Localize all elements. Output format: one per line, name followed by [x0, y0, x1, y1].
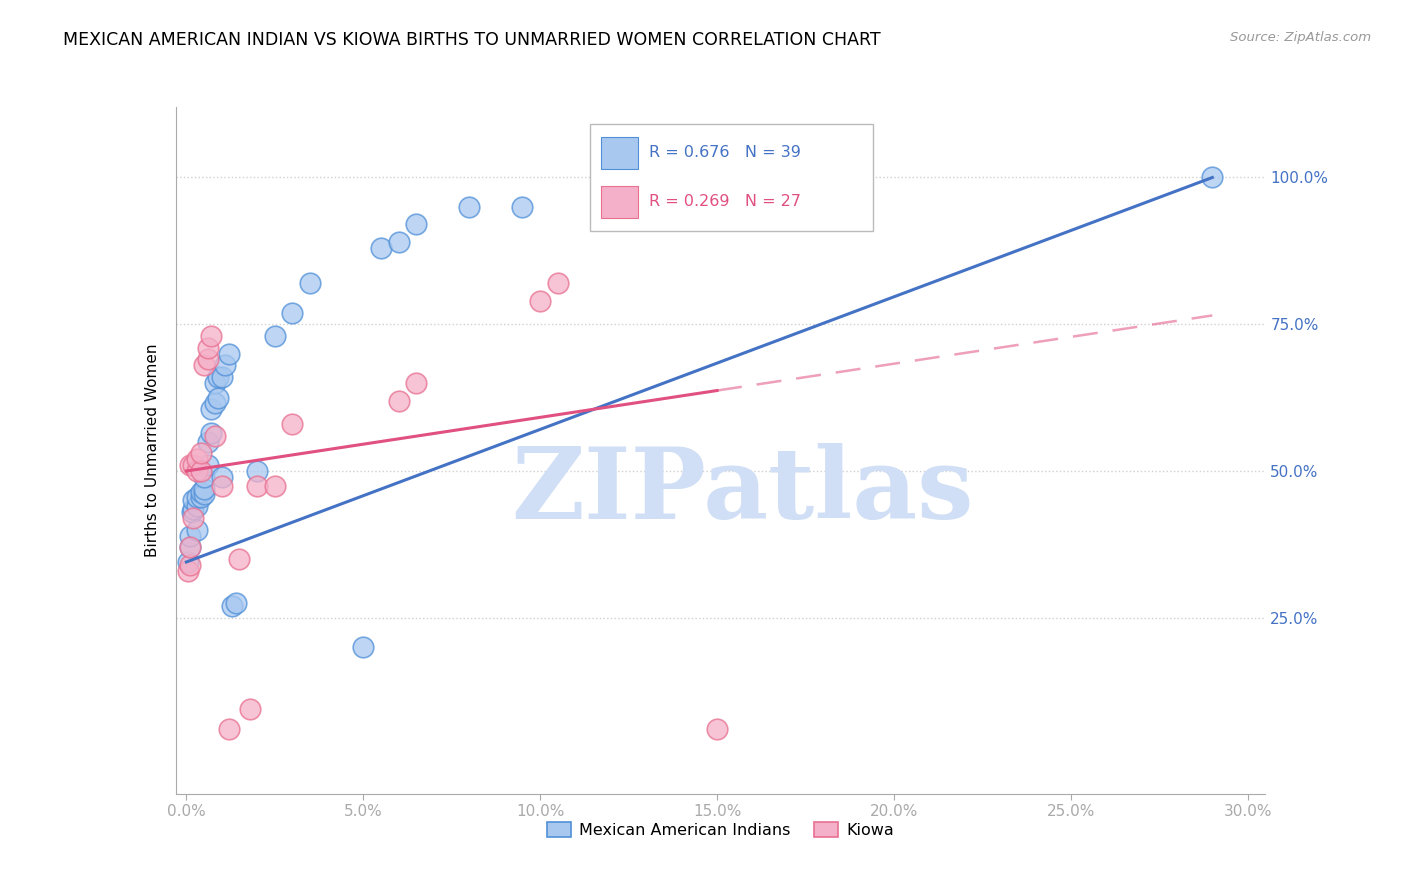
Legend: Mexican American Indians, Kiowa: Mexican American Indians, Kiowa — [541, 816, 900, 844]
Point — [200, 425, 222, 440]
Point — [207, 370, 229, 384]
Point — [218, 723, 240, 737]
Point — [388, 235, 411, 249]
Point — [225, 596, 247, 610]
Point — [218, 346, 240, 360]
Point — [352, 640, 374, 654]
Point — [193, 482, 215, 496]
Point — [193, 359, 215, 373]
Point — [228, 552, 250, 566]
Point — [177, 564, 200, 578]
Point — [180, 505, 202, 519]
Point — [179, 541, 201, 555]
Point — [388, 393, 411, 408]
Point — [190, 464, 212, 478]
Point — [190, 446, 212, 460]
Point — [1201, 170, 1223, 185]
Point — [221, 599, 243, 613]
Point — [246, 464, 269, 478]
Text: Source: ZipAtlas.com: Source: ZipAtlas.com — [1230, 31, 1371, 45]
Point — [370, 241, 392, 255]
Point — [186, 500, 208, 514]
Point — [458, 200, 481, 214]
Text: MEXICAN AMERICAN INDIAN VS KIOWA BIRTHS TO UNMARRIED WOMEN CORRELATION CHART: MEXICAN AMERICAN INDIAN VS KIOWA BIRTHS … — [63, 31, 882, 49]
Point — [179, 558, 201, 572]
Point — [214, 359, 236, 373]
Point — [197, 458, 219, 472]
Point — [204, 429, 226, 443]
Point — [204, 396, 226, 410]
Text: ZIPatlas: ZIPatlas — [512, 443, 973, 541]
Point — [547, 276, 569, 290]
Point — [207, 391, 229, 405]
Point — [706, 723, 728, 737]
Y-axis label: Births to Unmarried Women: Births to Unmarried Women — [145, 343, 160, 558]
Point — [193, 487, 215, 501]
Point — [405, 218, 427, 232]
Point — [197, 434, 219, 449]
Point — [211, 370, 233, 384]
Point — [281, 305, 304, 319]
Point — [197, 341, 219, 355]
Point — [186, 523, 208, 537]
Point — [299, 276, 322, 290]
Point — [183, 511, 205, 525]
Point — [186, 452, 208, 467]
Point — [186, 464, 208, 478]
Point — [263, 329, 285, 343]
Point — [177, 555, 200, 569]
Point — [211, 478, 233, 492]
Point — [183, 458, 205, 472]
Point — [281, 417, 304, 431]
Point — [200, 329, 222, 343]
Point — [183, 502, 205, 516]
Point — [263, 478, 285, 492]
Point — [239, 702, 262, 716]
Point — [405, 376, 427, 390]
Point — [197, 352, 219, 367]
Point — [193, 470, 215, 484]
Point — [200, 402, 222, 417]
Point — [204, 376, 226, 390]
Point — [211, 470, 233, 484]
Point — [186, 491, 208, 505]
Point — [190, 484, 212, 499]
Point — [179, 528, 201, 542]
Point — [512, 200, 534, 214]
Point — [529, 293, 551, 308]
Point — [183, 493, 205, 508]
Point — [190, 491, 212, 505]
Point — [179, 458, 201, 472]
Point — [246, 478, 269, 492]
Point — [179, 541, 201, 555]
